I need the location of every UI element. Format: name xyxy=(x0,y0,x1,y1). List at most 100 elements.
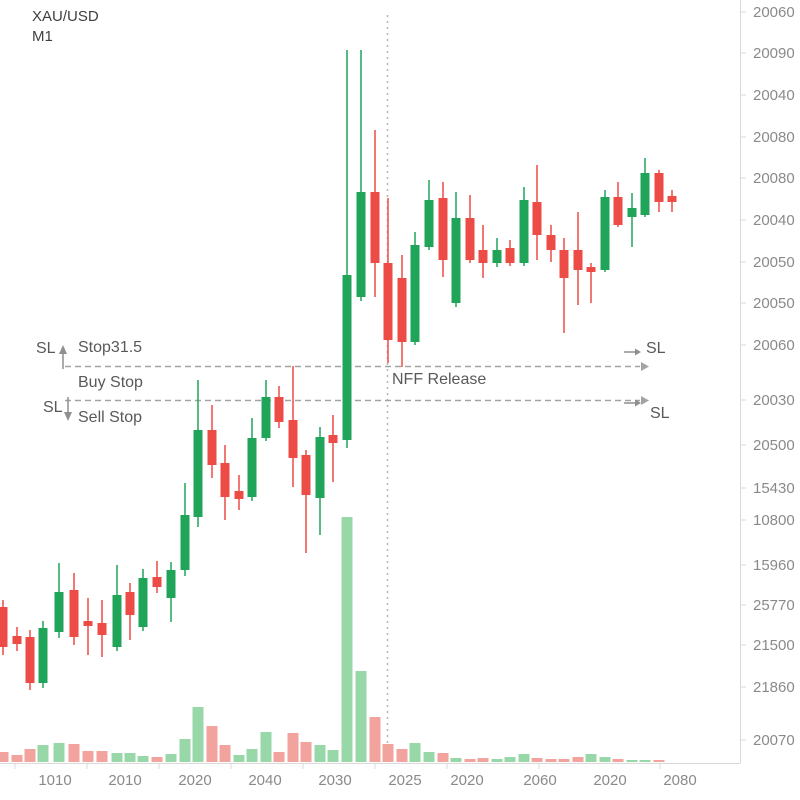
buy-stop-label[interactable]: Buy Stop xyxy=(78,374,143,391)
volume-bar xyxy=(382,744,394,762)
volume-bar xyxy=(11,755,23,762)
candle-body xyxy=(247,438,257,497)
candle-body xyxy=(654,173,664,202)
candle-body xyxy=(451,218,461,303)
volume-bar xyxy=(369,717,381,762)
volume-bar xyxy=(260,732,272,762)
candle-body xyxy=(559,250,569,278)
symbol-title: XAU/USD xyxy=(32,8,99,25)
volume-bar xyxy=(504,757,516,762)
volume-bar xyxy=(37,745,49,762)
y-axis-label: 10800 xyxy=(753,512,795,529)
nff-release-label: NFF Release xyxy=(392,371,487,388)
candle-body xyxy=(492,250,502,263)
candle-body xyxy=(667,196,677,202)
candle-body xyxy=(519,200,529,263)
volume-bar xyxy=(626,760,638,762)
candle-body xyxy=(97,623,107,635)
volume-bar xyxy=(124,753,136,762)
candle-body xyxy=(152,577,162,587)
candle-body xyxy=(12,636,22,644)
candle-body xyxy=(640,173,650,215)
candle-body xyxy=(69,590,79,637)
volume-bar xyxy=(287,733,299,762)
y-axis-label: 25770 xyxy=(753,597,795,614)
volume-bar xyxy=(179,739,191,762)
candle-body xyxy=(234,491,244,499)
sell-stop-label[interactable]: Sell Stop xyxy=(78,409,143,426)
y-axis-label: 20040 xyxy=(753,87,795,104)
candle-body xyxy=(342,275,352,440)
y-axis-label: 20040 xyxy=(753,212,795,229)
y-axis-label: 20090 xyxy=(753,45,795,62)
y-axis-label: 21500 xyxy=(753,637,795,654)
y-axis-label: 15960 xyxy=(753,557,795,574)
volume-bar xyxy=(219,745,231,762)
sl-right-arrowhead-icon xyxy=(635,348,641,356)
candle-body xyxy=(83,621,93,626)
y-axis-label: 15430 xyxy=(753,480,795,497)
y-axis-label: 20060 xyxy=(753,337,795,354)
volume-bar xyxy=(491,759,503,762)
sl-down-arrowhead-icon xyxy=(64,412,72,421)
y-axis-label: 20030 xyxy=(753,392,795,409)
volume-bar xyxy=(396,749,408,762)
candle-body xyxy=(478,250,488,263)
sell-stop-line-arrowhead xyxy=(641,396,649,405)
x-axis-label: 2020 xyxy=(178,772,211,789)
volume-bar xyxy=(477,758,489,762)
sl-up-arrowhead-icon xyxy=(59,345,67,354)
candle-body xyxy=(193,430,203,517)
volume-bar xyxy=(545,759,557,762)
candle-body xyxy=(301,455,311,495)
volume-bar xyxy=(572,757,584,762)
candle-body xyxy=(573,250,583,270)
volume-bar xyxy=(558,759,570,762)
candle-body xyxy=(288,420,298,458)
candle-body xyxy=(424,200,434,247)
volume-bar xyxy=(314,745,326,762)
y-axis-label: 20050 xyxy=(753,254,795,271)
candle-body xyxy=(613,197,623,225)
x-axis-label: 2020 xyxy=(450,772,483,789)
volume-bar xyxy=(0,752,9,762)
sl-label-bottom-left: SL xyxy=(43,399,63,416)
candle-body xyxy=(370,192,380,263)
candle-body xyxy=(207,430,217,465)
volume-bar xyxy=(53,743,65,762)
volume-bar xyxy=(165,754,177,762)
volume-bar xyxy=(24,749,36,762)
volume-bar xyxy=(68,744,80,762)
volume-bar xyxy=(437,753,449,762)
candle-body xyxy=(627,208,637,217)
candle-body xyxy=(166,570,176,598)
y-axis-label: 20080 xyxy=(753,170,795,187)
y-axis-label: 20050 xyxy=(753,295,795,312)
candle-body xyxy=(600,197,610,270)
candle-body xyxy=(38,628,48,683)
y-axis-label: 20080 xyxy=(753,129,795,146)
stop-value-label[interactable]: Stop31.5 xyxy=(78,339,143,356)
volume-bar xyxy=(341,517,353,762)
timeframe-label: M1 xyxy=(32,28,53,45)
volume-bar xyxy=(355,671,367,762)
x-axis-label: 1010 xyxy=(38,772,71,789)
candle-body xyxy=(505,248,515,263)
volume-bar xyxy=(151,757,163,762)
candle-body xyxy=(112,595,122,647)
x-axis-label: 2020 xyxy=(593,772,626,789)
volume-bar xyxy=(300,742,312,762)
candle-body xyxy=(356,192,366,297)
y-axis-label: 20500 xyxy=(753,437,795,454)
volume-bar xyxy=(82,751,94,762)
volume-bar xyxy=(327,750,339,762)
candle-body xyxy=(438,198,448,260)
volume-bar xyxy=(450,758,462,762)
x-axis-label: 2010 xyxy=(108,772,141,789)
candle-body xyxy=(54,592,64,632)
volume-bar xyxy=(233,755,245,762)
candle-body xyxy=(465,218,475,260)
sl-label-top-left: SL xyxy=(36,340,56,357)
